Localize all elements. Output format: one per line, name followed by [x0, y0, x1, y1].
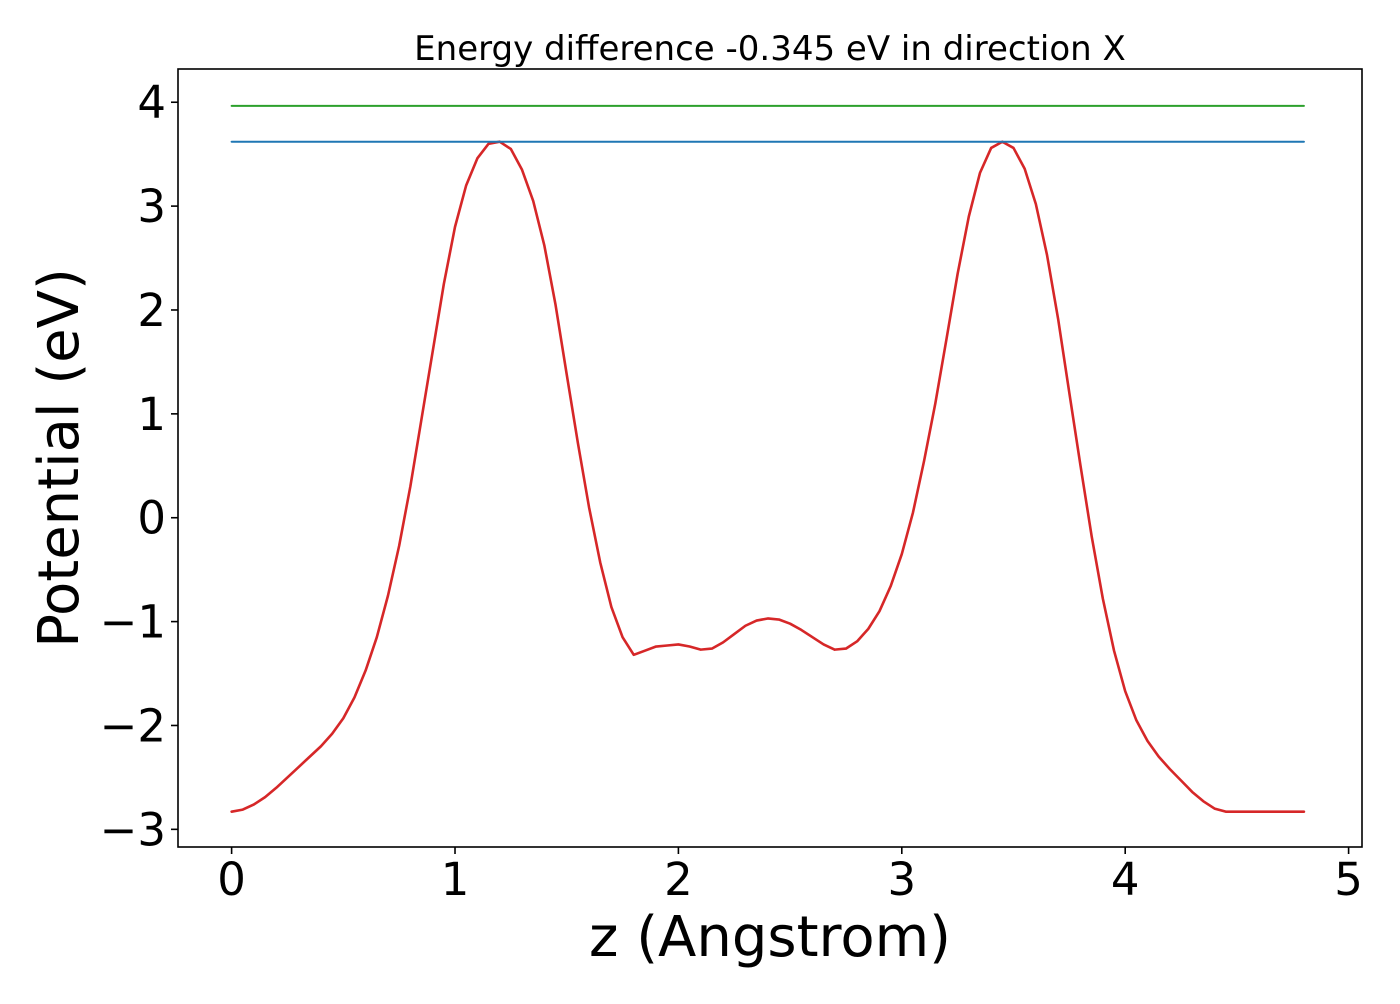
x-tick-label: 2: [664, 853, 693, 906]
plot-background: [178, 69, 1362, 847]
x-tick-label: 4: [1111, 853, 1140, 906]
plot-frame: [177, 68, 1363, 848]
x-tick-label: 3: [887, 853, 916, 906]
x-tick-label: 0: [217, 853, 246, 906]
y-axis-label: Potential (eV): [27, 268, 92, 648]
x-axis-ticks: 0 1 2 3 4 5: [217, 847, 1363, 906]
series-group: [230, 104, 1306, 813]
x-axis-label: z (Angstrom): [589, 905, 951, 970]
x-tick-label: 1: [441, 853, 470, 906]
y-tick-label: −3: [100, 803, 166, 856]
y-tick-label: 0: [137, 492, 166, 545]
y-tick-label: 1: [137, 388, 166, 441]
y-tick-label: −1: [100, 596, 166, 649]
y-tick-label: 3: [137, 180, 166, 233]
y-tick-label: 2: [137, 284, 166, 337]
series-line-0: [230, 140, 1306, 813]
y-tick-label: 4: [137, 76, 166, 129]
chart-title: Energy difference -0.345 eV in direction…: [414, 29, 1126, 69]
y-tick-label: −2: [100, 699, 166, 752]
y-axis-ticks: −3 −2 −1 0 1 2 3 4: [100, 76, 178, 856]
x-tick-label: 5: [1334, 853, 1363, 906]
